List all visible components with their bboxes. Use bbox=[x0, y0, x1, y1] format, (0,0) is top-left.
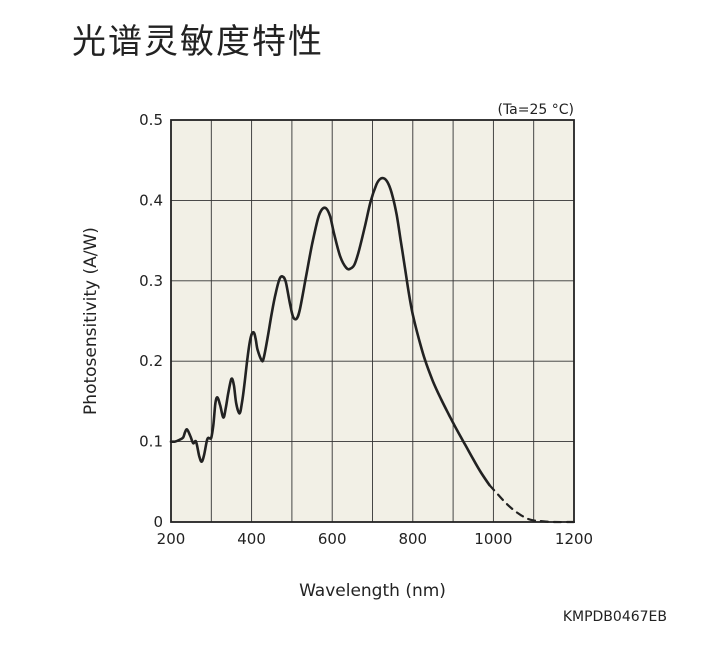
y-tick-label: 0.5 bbox=[139, 111, 163, 129]
y-tick-label: 0.4 bbox=[139, 191, 163, 209]
y-tick-label: 0 bbox=[153, 513, 163, 531]
x-tick-label: 1200 bbox=[555, 530, 593, 548]
x-axis-title: Wavelength (nm) bbox=[299, 581, 446, 601]
x-tick-label: 200 bbox=[157, 530, 186, 548]
temperature-condition-note: (Ta=25 °C) bbox=[497, 102, 574, 118]
plot-frame bbox=[170, 119, 575, 523]
y-tick-label: 0.3 bbox=[139, 272, 163, 290]
x-tick-label: 600 bbox=[318, 530, 347, 548]
y-tick-label: 0.1 bbox=[139, 433, 163, 451]
x-tick-label: 1000 bbox=[474, 530, 512, 548]
y-tick-label: 0.2 bbox=[139, 352, 163, 370]
y-axis-title: Photosensitivity (A/W) bbox=[81, 227, 101, 415]
x-tick-label: 800 bbox=[398, 530, 427, 548]
series-line-solid bbox=[169, 176, 491, 487]
x-axis-ticks: 200 400 600 800 1000 1200 bbox=[157, 530, 593, 548]
y-axis-ticks: 0 0.1 0.2 0.3 0.4 0.5 bbox=[139, 111, 163, 531]
x-tick-label: 400 bbox=[237, 530, 266, 548]
chart-title: 光谱灵敏度特性 bbox=[72, 22, 324, 62]
figure-code: KMPDB0467EB bbox=[563, 609, 667, 625]
grid-lines bbox=[171, 120, 574, 522]
